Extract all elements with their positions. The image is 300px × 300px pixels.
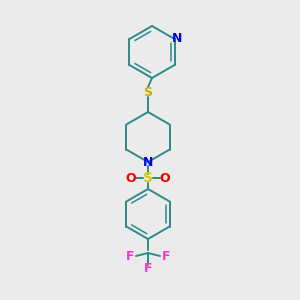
Text: N: N <box>172 32 183 46</box>
Text: F: F <box>144 262 152 275</box>
Text: F: F <box>126 250 134 262</box>
Text: S: S <box>143 171 153 185</box>
Text: S: S <box>143 85 152 98</box>
Text: O: O <box>160 172 170 184</box>
Text: N: N <box>143 155 153 169</box>
Text: F: F <box>162 250 170 262</box>
Text: O: O <box>126 172 136 184</box>
